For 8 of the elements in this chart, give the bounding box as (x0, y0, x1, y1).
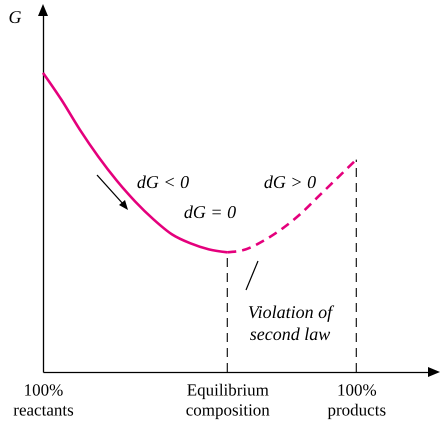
x-tick-label: 100% reactants (13, 380, 74, 420)
annotation: dG = 0 (184, 202, 236, 222)
x-tick-label: Equilibrium composition (186, 380, 270, 420)
x-tick-label: 100% products (328, 380, 386, 420)
annotation: Violation of second law (248, 302, 336, 344)
y-axis-title: G (8, 7, 22, 27)
annotation: dG > 0 (264, 172, 316, 192)
annotation: dG < 0 (136, 172, 190, 192)
